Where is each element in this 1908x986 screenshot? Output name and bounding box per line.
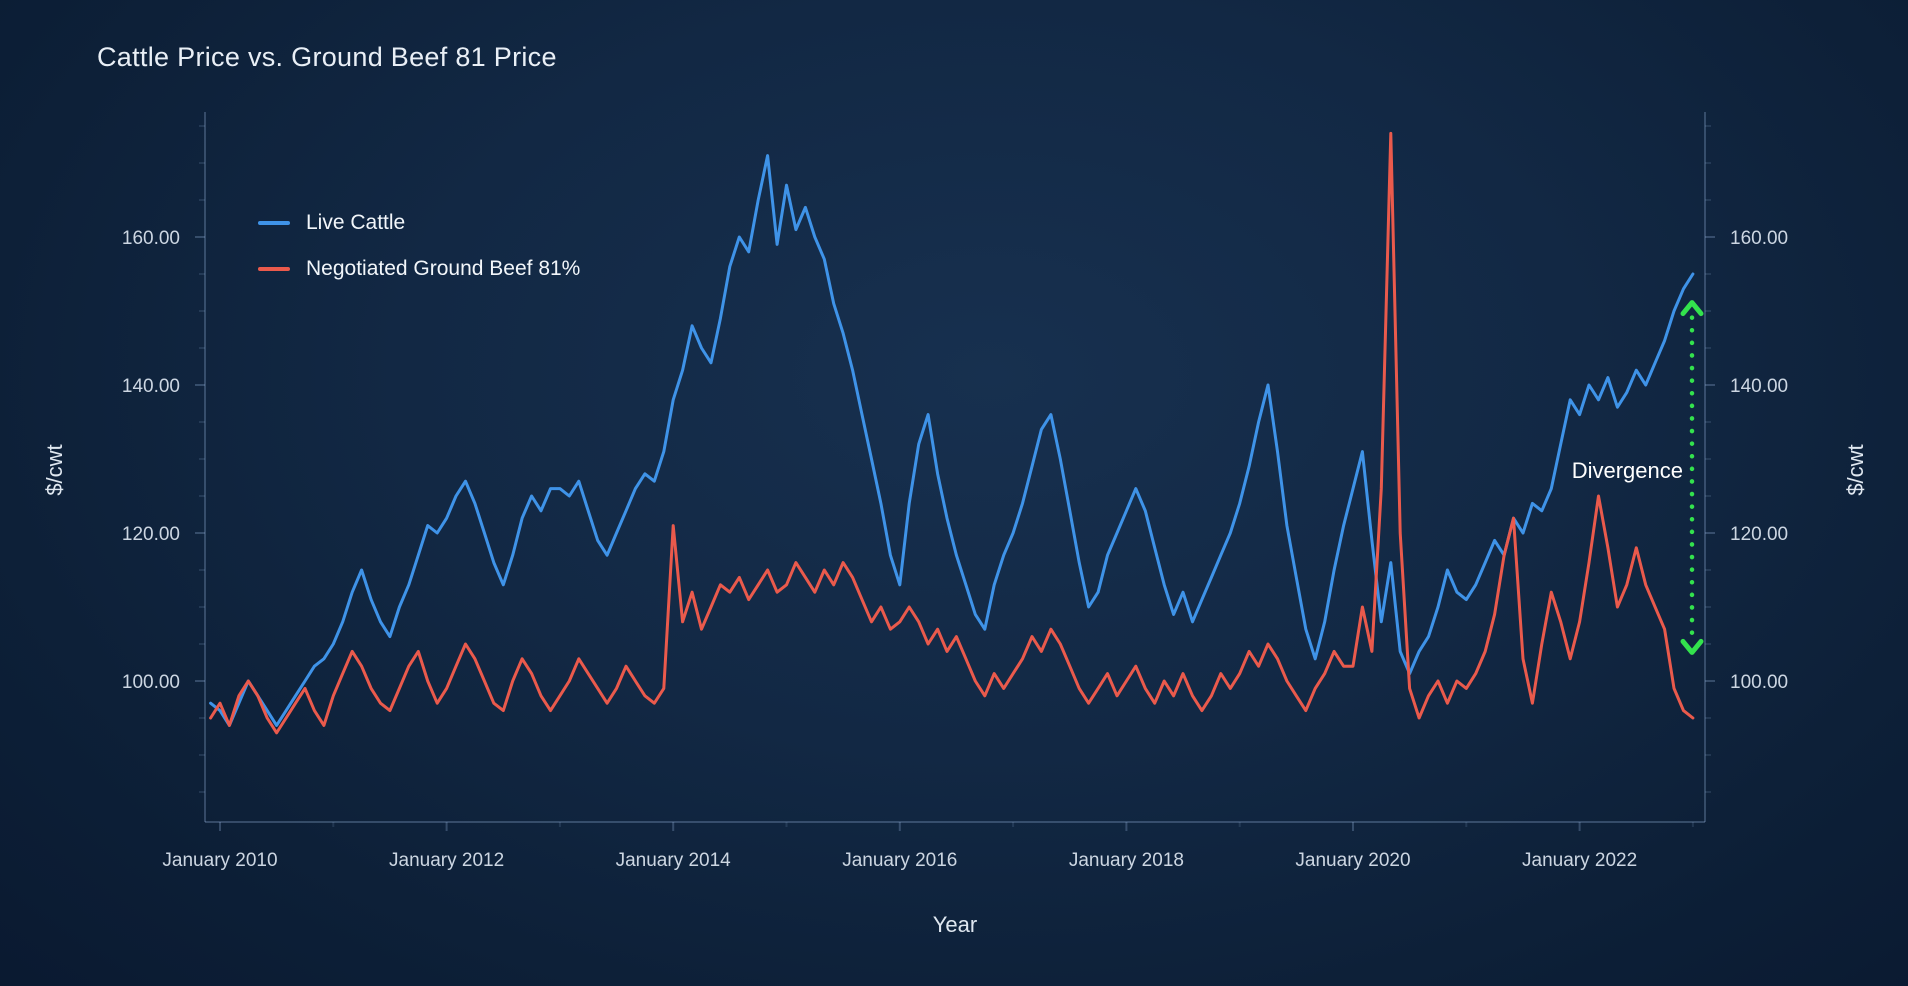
x-tick-label: January 2016 (842, 850, 957, 871)
legend-item-live-cattle[interactable]: Live Cattle (258, 208, 580, 238)
x-tick-label: January 2020 (1295, 850, 1410, 871)
divergence-arrow-head-down (1680, 638, 1704, 655)
y-tick-label-right: 140.00 (1730, 376, 1788, 397)
y-tick-label-right: 100.00 (1730, 672, 1788, 693)
series-line-ground-beef[interactable] (209, 131, 1695, 735)
legend-swatch-live-cattle (258, 221, 290, 225)
x-tick-label: January 2012 (389, 850, 504, 871)
x-tick-label: January 2018 (1069, 850, 1184, 871)
y-tick-label-left: 100.00 (122, 672, 180, 693)
x-tick-label: January 2010 (162, 850, 277, 871)
y-axis-title-left: $/cwt (42, 444, 67, 496)
y-tick-label-left: 160.00 (122, 228, 180, 249)
legend-label-ground-beef: Negotiated Ground Beef 81% (306, 257, 581, 280)
legend: Live Cattle Negotiated Ground Beef 81% (258, 208, 580, 300)
y-tick-label-right: 160.00 (1730, 228, 1788, 249)
x-axis-title: Year (932, 912, 978, 937)
legend-label-live-cattle: Live Cattle (306, 211, 406, 234)
legend-item-ground-beef[interactable]: Negotiated Ground Beef 81% (258, 254, 580, 284)
x-tick-label: January 2014 (616, 850, 732, 871)
legend-swatch-ground-beef (258, 267, 290, 271)
chart-title: Cattle Price vs. Ground Beef 81 Price (97, 42, 557, 72)
series-line-live-cattle[interactable] (209, 154, 1695, 727)
y-tick-label-left: 140.00 (122, 376, 180, 397)
y-tick-label-left: 120.00 (122, 524, 180, 545)
y-tick-label-right: 120.00 (1730, 524, 1788, 545)
divergence-arrow-head-up (1680, 300, 1704, 317)
x-tick-label: January 2022 (1522, 850, 1637, 871)
y-axis-title-right: $/cwt (1843, 444, 1868, 496)
divergence-annotation-label: Divergence (1571, 458, 1683, 483)
